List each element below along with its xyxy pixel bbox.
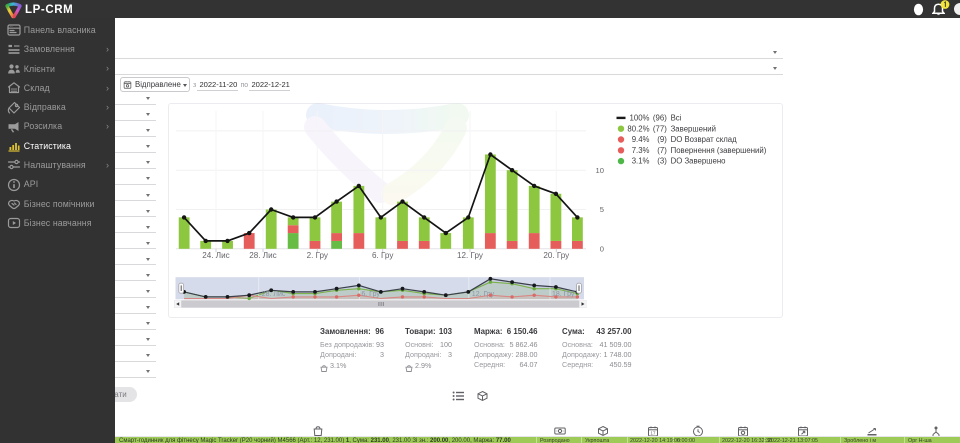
svg-text:6. Гру: 6. Гру (372, 251, 394, 260)
svg-text:28. Лис: 28. Лис (249, 251, 276, 260)
svg-text:Повернення (завершений): Повернення (завершений) (671, 146, 767, 155)
svg-text:12. Гру: 12. Гру (472, 291, 495, 298)
svg-text:2. Гру: 2. Гру (307, 251, 329, 260)
svg-text:12. Гру: 12. Гру (457, 251, 484, 260)
svg-text:(96): (96) (653, 114, 667, 123)
svg-text:0: 0 (600, 245, 604, 254)
svg-text:18. Гру: 18. Гру (552, 291, 575, 298)
svg-text:28. Лис: 28. Лис (262, 291, 286, 298)
svg-text:5: 5 (600, 205, 604, 214)
svg-text:3.1%: 3.1% (632, 157, 650, 166)
svg-text:100%: 100% (630, 114, 650, 123)
svg-text:80.2%: 80.2% (627, 124, 649, 133)
svg-text:(9): (9) (657, 135, 667, 144)
svg-text:DO Завершено: DO Завершено (671, 157, 727, 166)
svg-text:(77): (77) (653, 124, 667, 133)
svg-text:Завершений: Завершений (671, 124, 716, 133)
svg-text:DO Возврат склад: DO Возврат склад (671, 135, 738, 144)
svg-text:9.4%: 9.4% (632, 135, 650, 144)
svg-text:24. Лис: 24. Лис (202, 251, 229, 260)
svg-text:(3): (3) (657, 157, 667, 166)
svg-text:(7): (7) (657, 146, 667, 155)
svg-text:6. Гру: 6. Гру (361, 291, 380, 298)
svg-text:7.3%: 7.3% (632, 146, 650, 155)
svg-text:Всі: Всі (671, 114, 682, 123)
svg-text:10: 10 (596, 166, 604, 175)
svg-text:20. Гру: 20. Гру (543, 251, 570, 260)
svg-text:17: 17 (651, 431, 656, 436)
